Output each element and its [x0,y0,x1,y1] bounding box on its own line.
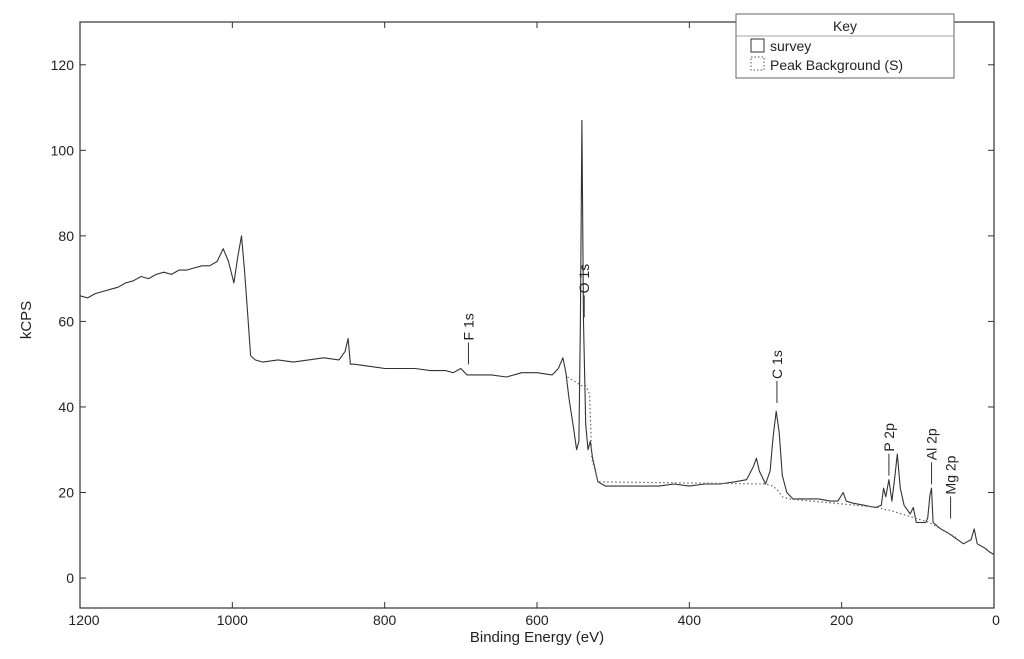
y-axis-label: kCPS [18,301,35,339]
x-tick-label: 400 [678,612,702,628]
legend-entry-background: Peak Background (S) [770,57,903,73]
legend: Key survey Peak Background (S) [735,13,955,79]
x-tick-label: 1200 [68,612,99,628]
peak-label: C 1s [769,350,785,379]
y-tick-label: 0 [66,570,74,586]
series-line-peak-background [567,376,957,538]
plot-frame [79,21,995,609]
y-tick-label: 40 [58,399,74,415]
series-lines [79,119,995,555]
x-axis-label: Binding Energy (eV) [470,629,604,646]
peak-label: O 1s [576,264,592,294]
x-tick-label: 1000 [217,612,248,628]
x-tick-labels: 1200 1000 800 600 400 200 0 [68,612,1000,628]
y-tick-label: 80 [58,228,74,244]
x-tick-label: 600 [525,612,549,628]
y-tick-label: 120 [51,57,75,73]
peak-label: F 1s [460,313,476,340]
legend-swatch-survey [750,38,765,53]
series-line-survey [79,119,995,555]
y-tick-label: 20 [58,485,74,501]
y-tick-label: 60 [58,313,74,329]
legend-box [735,13,955,79]
x-tick-label: 0 [992,612,1000,628]
legend-entry-survey: survey [770,38,811,54]
peak-label: Mg 2p [943,455,959,494]
legend-swatch-background [750,56,765,71]
x-tick-label: 200 [830,612,854,628]
y-tick-label: 100 [51,142,75,158]
x-tick-label: 800 [373,612,397,628]
axis-ticks [79,22,995,608]
peak-label: P 2p [881,423,897,452]
legend-title: Key [833,18,857,34]
peak-label: Al 2p [924,428,940,460]
y-tick-labels: 0 20 40 60 80 100 120 [51,57,75,586]
